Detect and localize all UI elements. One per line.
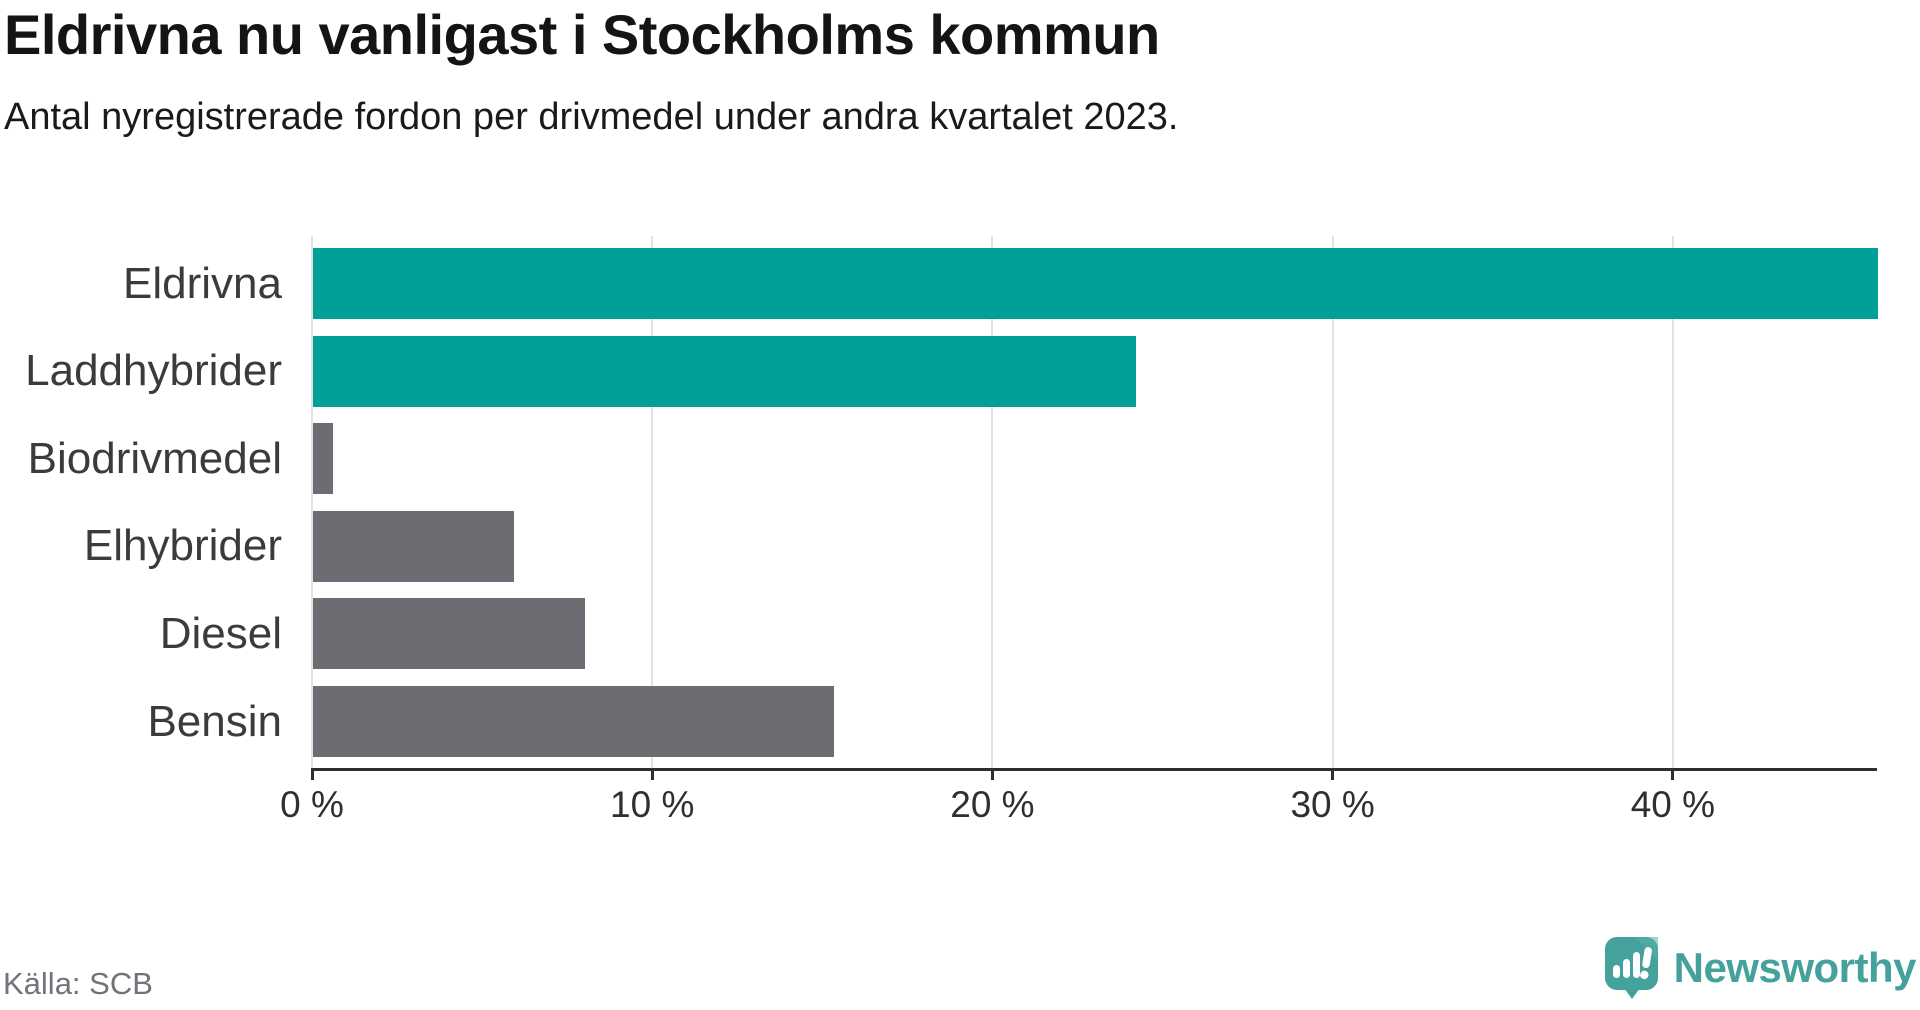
chart-subtitle: Antal nyregistrerade fordon per drivmede… [4, 96, 1179, 138]
x-tick-label: 10 % [610, 784, 695, 825]
newsworthy-logo-text: Newsworthy [1673, 944, 1917, 991]
category-label-elhybrider: Elhybrider [83, 521, 282, 571]
bar-elhybrider [313, 510, 514, 582]
tick-mark [1331, 768, 1335, 780]
bar-bensin [313, 686, 834, 757]
gridline [1331, 236, 1334, 768]
bar-chart-plot-area: 0 % 10 % 20 % 30 % 40 % [280, 236, 1878, 836]
bar-laddhybrider [313, 335, 1137, 407]
bar-biodrivmedel [313, 423, 334, 495]
gridline [991, 236, 994, 768]
category-label-diesel: Diesel [159, 608, 282, 658]
x-tick-label: 30 % [1290, 784, 1375, 825]
newsworthy-logo: Newsworthy [1604, 936, 1917, 1000]
bar-diesel [313, 598, 586, 670]
tick-mark [650, 768, 654, 780]
category-label-biodrivmedel: Biodrivmedel [27, 433, 282, 483]
x-tick-label: 0 % [280, 784, 344, 825]
newsworthy-logo-icon [1604, 937, 1658, 999]
x-tick-label: 20 % [950, 784, 1035, 825]
gridline [1671, 236, 1674, 768]
tick-mark [990, 768, 994, 780]
category-label-laddhybrider: Laddhybrider [25, 346, 282, 396]
source-label: Källa: SCB [3, 966, 153, 1001]
gridline [311, 236, 313, 768]
x-tick-label: 40 % [1630, 784, 1716, 825]
chart-title: Eldrivna nu vanligast i Stockholms kommu… [4, 3, 1160, 66]
category-label-bensin: Bensin [147, 696, 282, 746]
category-label-eldrivna: Eldrivna [123, 258, 282, 308]
tick-mark [1671, 768, 1675, 780]
tick-mark [310, 768, 314, 780]
gridline [651, 236, 654, 768]
bar-eldrivna [313, 248, 1878, 319]
x-axis-line [312, 768, 1877, 771]
